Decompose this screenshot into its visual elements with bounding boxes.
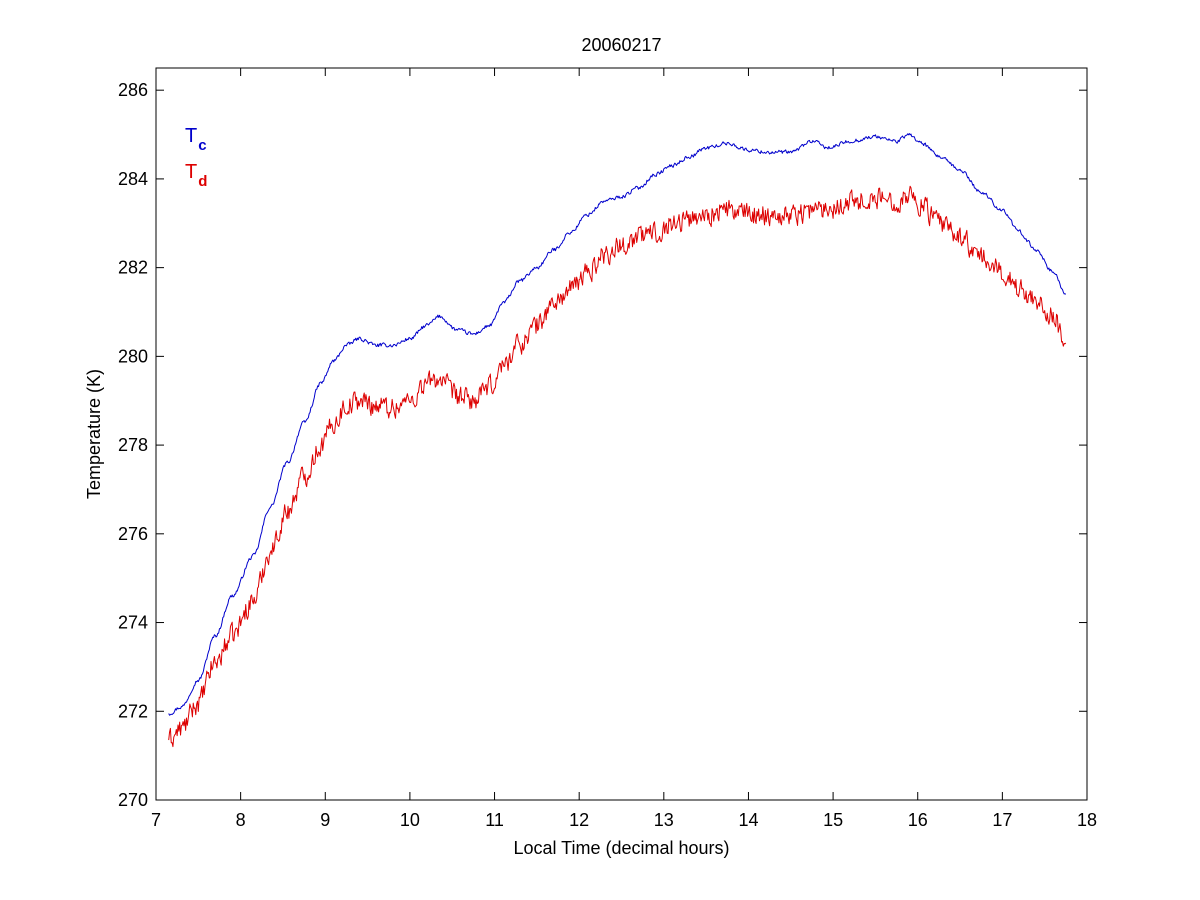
x-tick-label: 18: [1077, 810, 1097, 830]
x-tick-label: 17: [992, 810, 1012, 830]
x-tick-label: 10: [400, 810, 420, 830]
ticks-layer: 7 8 9 10 11 12 13 14 15 16 17 18 270 272 274 276 278 280 2…: [118, 68, 1097, 830]
y-tick-label: 280: [118, 346, 148, 366]
x-axis-label: Local Time (decimal hours): [513, 838, 729, 858]
x-tick-label: 9: [320, 810, 330, 830]
plot-frame: [155, 67, 1088, 801]
y-tick-label: 276: [118, 524, 148, 544]
legend-entry-T-c: Tc: [185, 125, 207, 154]
y-tick-label: 282: [118, 258, 148, 278]
x-tick-label: 7: [151, 810, 161, 830]
y-tick-label: 272: [118, 701, 148, 721]
y-tick-label: 270: [118, 790, 148, 810]
x-tick-label: 11: [485, 810, 504, 830]
y-tick-label: 274: [118, 613, 148, 633]
legend: Tc Td: [185, 125, 207, 190]
plot-area: [156, 68, 1087, 800]
chart-title: 20060217: [581, 35, 661, 55]
x-tick-label: 13: [654, 810, 674, 830]
x-tick-label: 12: [569, 810, 589, 830]
x-tick-label: 15: [823, 810, 843, 830]
y-tick-label: 278: [118, 435, 148, 455]
y-tick-label: 286: [118, 80, 148, 100]
legend-entry-T-d: Td: [185, 161, 207, 190]
y-tick-label: 284: [118, 169, 148, 189]
x-tick-label: 14: [738, 810, 758, 830]
x-tick-label: 16: [908, 810, 928, 830]
x-tick-label: 8: [236, 810, 246, 830]
series-layer: [168, 133, 1067, 748]
series-line-T-c: [168, 133, 1067, 716]
y-axis-label: Temperature (K): [84, 369, 104, 499]
series-line-T-d: [168, 185, 1067, 748]
